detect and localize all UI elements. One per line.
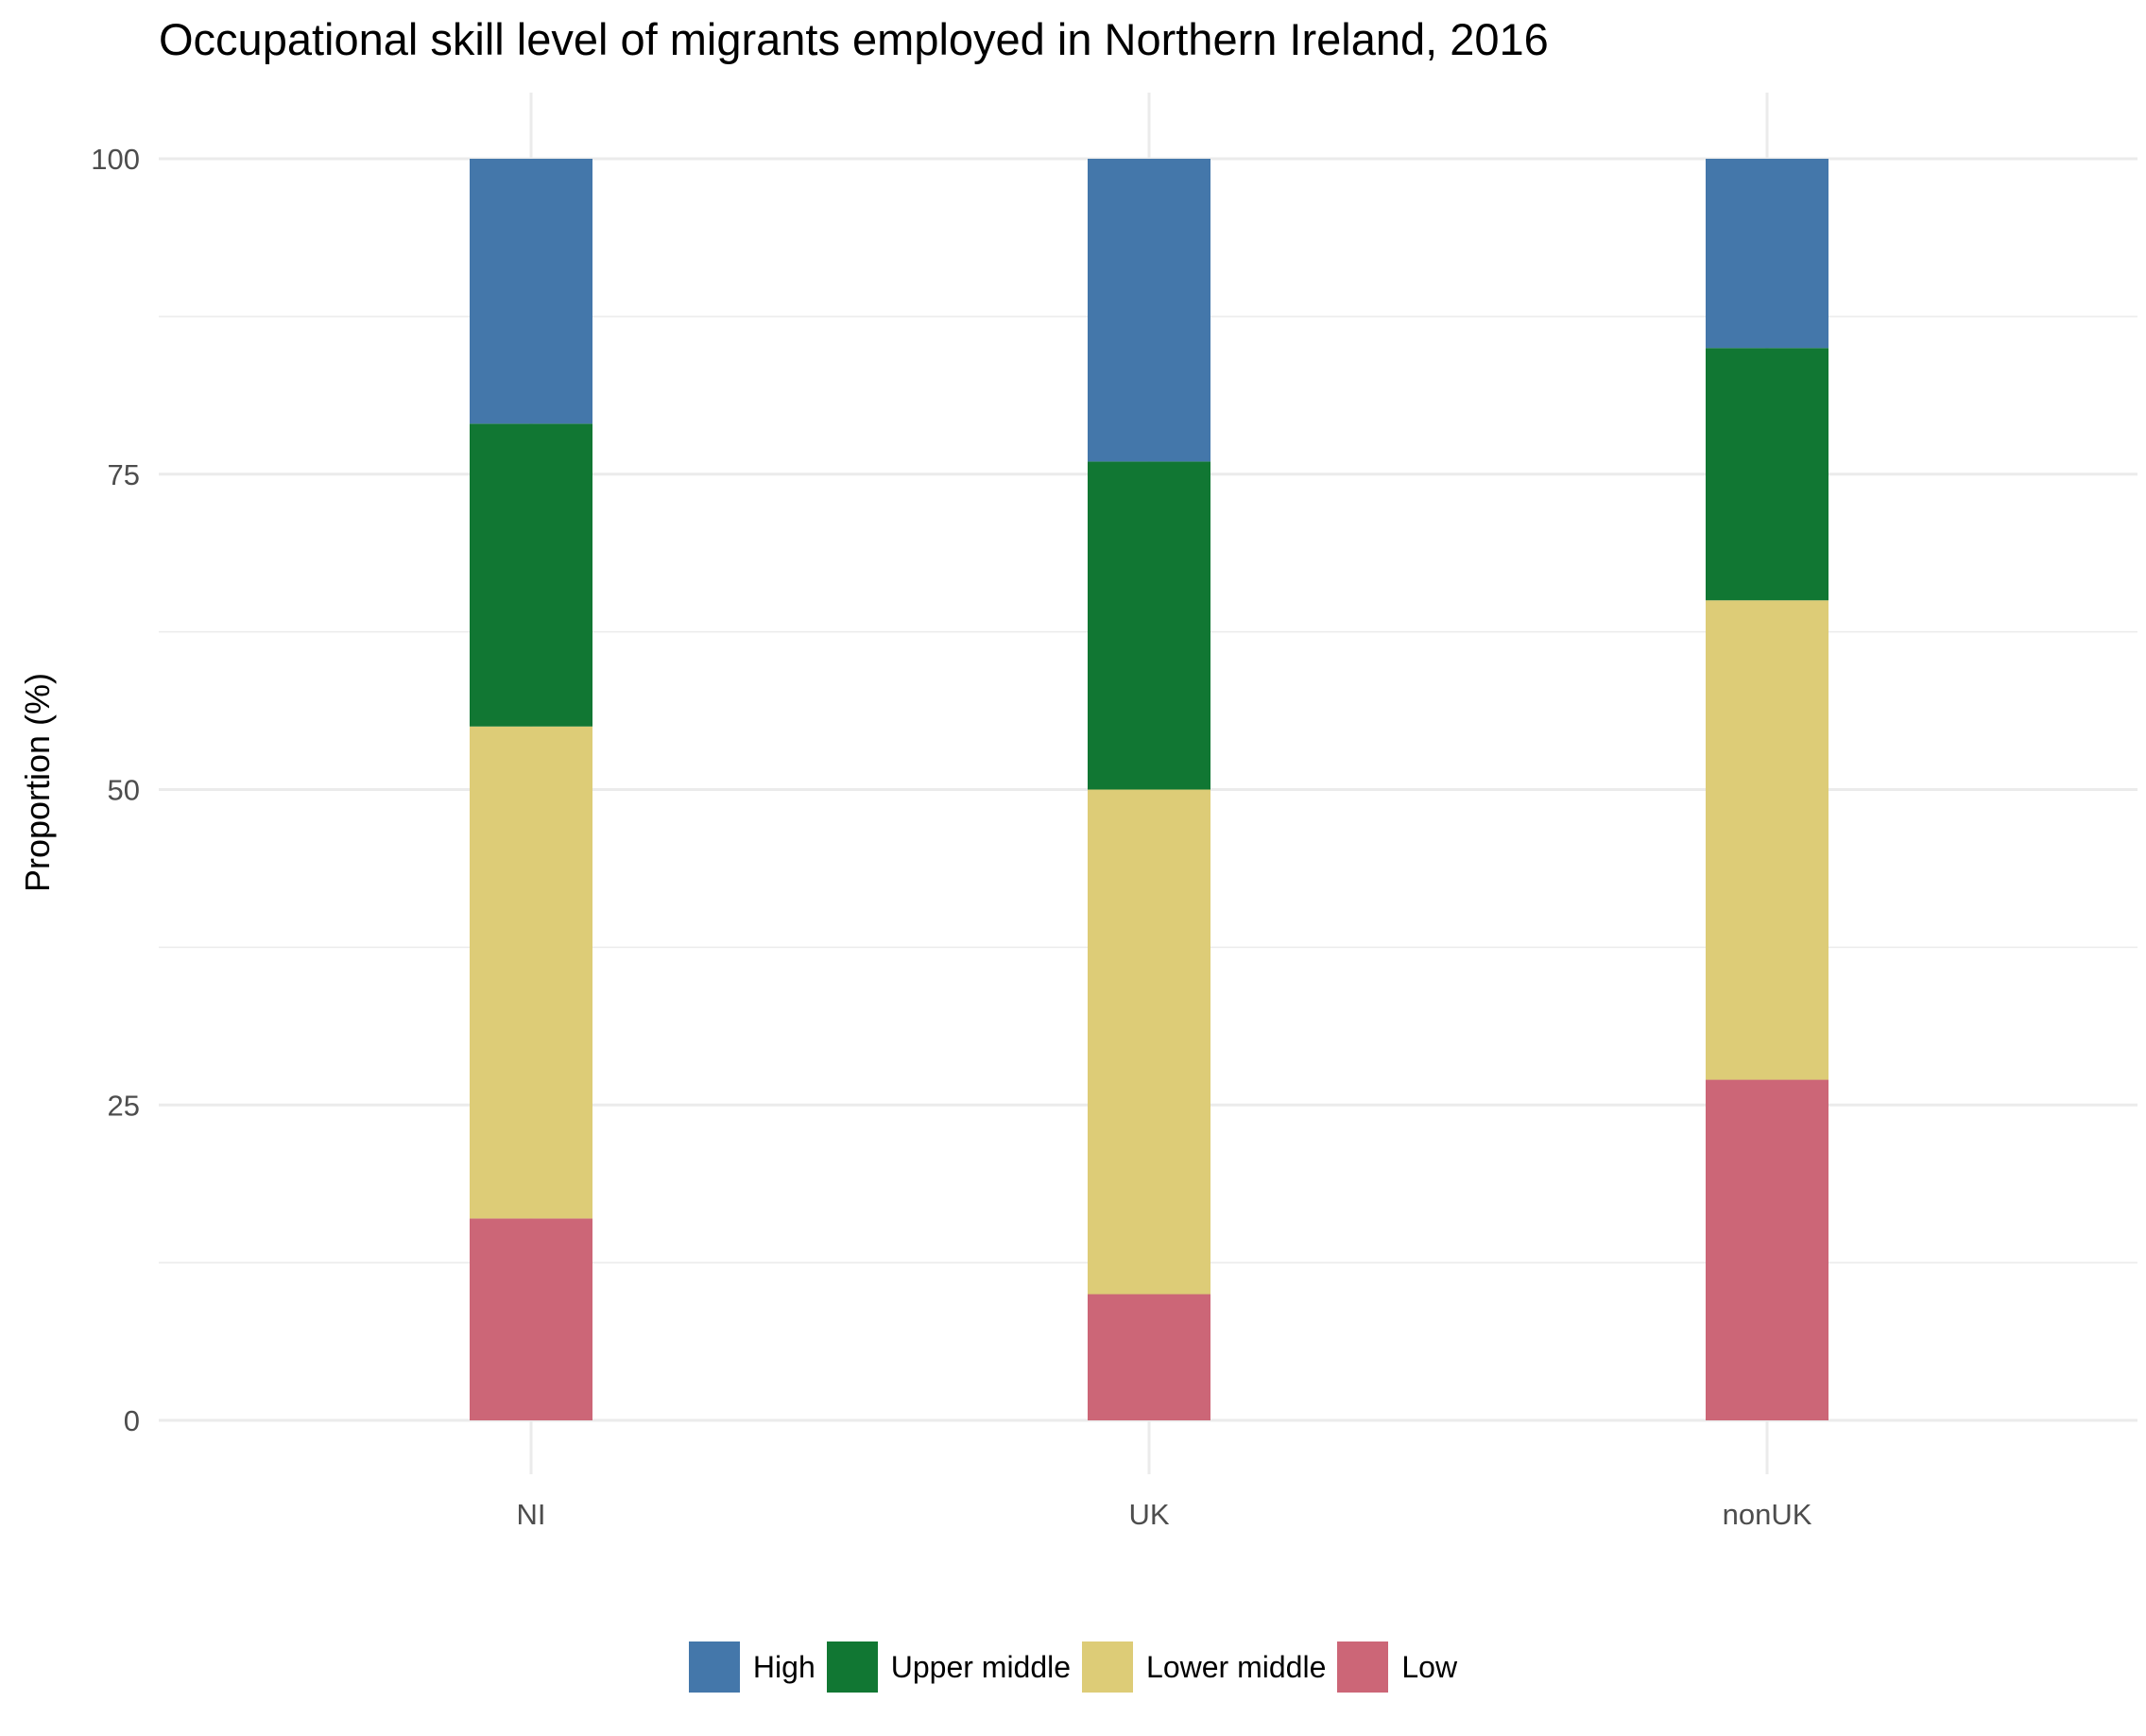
x-tick-label: UK xyxy=(1128,1498,1169,1531)
x-axis-ticks: NI UK nonUK xyxy=(517,1498,1812,1531)
legend-item-high: High xyxy=(688,1641,815,1693)
legend-label: Lower middle xyxy=(1146,1649,1327,1684)
bar-ni-lower-middle xyxy=(470,726,592,1219)
legend-swatch xyxy=(1082,1641,1134,1693)
legend-swatch xyxy=(1337,1641,1389,1693)
y-tick-label: 75 xyxy=(108,458,140,491)
bar-stacks xyxy=(470,159,1828,1420)
legend-swatch xyxy=(688,1641,740,1693)
legend-swatch xyxy=(826,1641,878,1693)
legend-item-lower-middle: Lower middle xyxy=(1082,1641,1326,1693)
y-axis-title: Proportion (%) xyxy=(18,673,57,892)
bar-ni-upper-middle xyxy=(470,423,592,727)
bar-nonuk-high xyxy=(1706,159,1828,349)
bar-ni-high xyxy=(470,159,592,424)
legend: High Upper middle Lower middle Low xyxy=(0,1641,2146,1693)
bar-uk-low xyxy=(1088,1294,1210,1420)
y-tick-label: 25 xyxy=(108,1089,140,1122)
bar-nonuk-lower-middle xyxy=(1706,600,1828,1080)
chart-title: Occupational skill level of migrants emp… xyxy=(159,14,1549,64)
bar-nonuk-upper-middle xyxy=(1706,348,1828,601)
bar-uk-upper-middle xyxy=(1088,461,1210,790)
y-tick-label: 100 xyxy=(91,143,140,176)
legend-item-upper-middle: Upper middle xyxy=(826,1641,1072,1693)
bar-nonuk-low xyxy=(1706,1079,1828,1420)
bar-uk-lower-middle xyxy=(1088,789,1210,1295)
legend-label: Low xyxy=(1401,1649,1458,1684)
y-tick-label: 0 xyxy=(124,1404,140,1437)
bar-uk-high xyxy=(1088,159,1210,462)
legend-item-low: Low xyxy=(1337,1641,1457,1693)
legend-label: High xyxy=(752,1649,815,1684)
y-tick-label: 50 xyxy=(108,774,140,807)
y-axis-ticks: 0 25 50 75 100 xyxy=(91,143,140,1437)
x-tick-label: NI xyxy=(517,1498,546,1531)
bar-ni-low xyxy=(470,1218,592,1420)
legend-label: Upper middle xyxy=(890,1649,1072,1684)
x-tick-label: nonUK xyxy=(1723,1498,1812,1531)
